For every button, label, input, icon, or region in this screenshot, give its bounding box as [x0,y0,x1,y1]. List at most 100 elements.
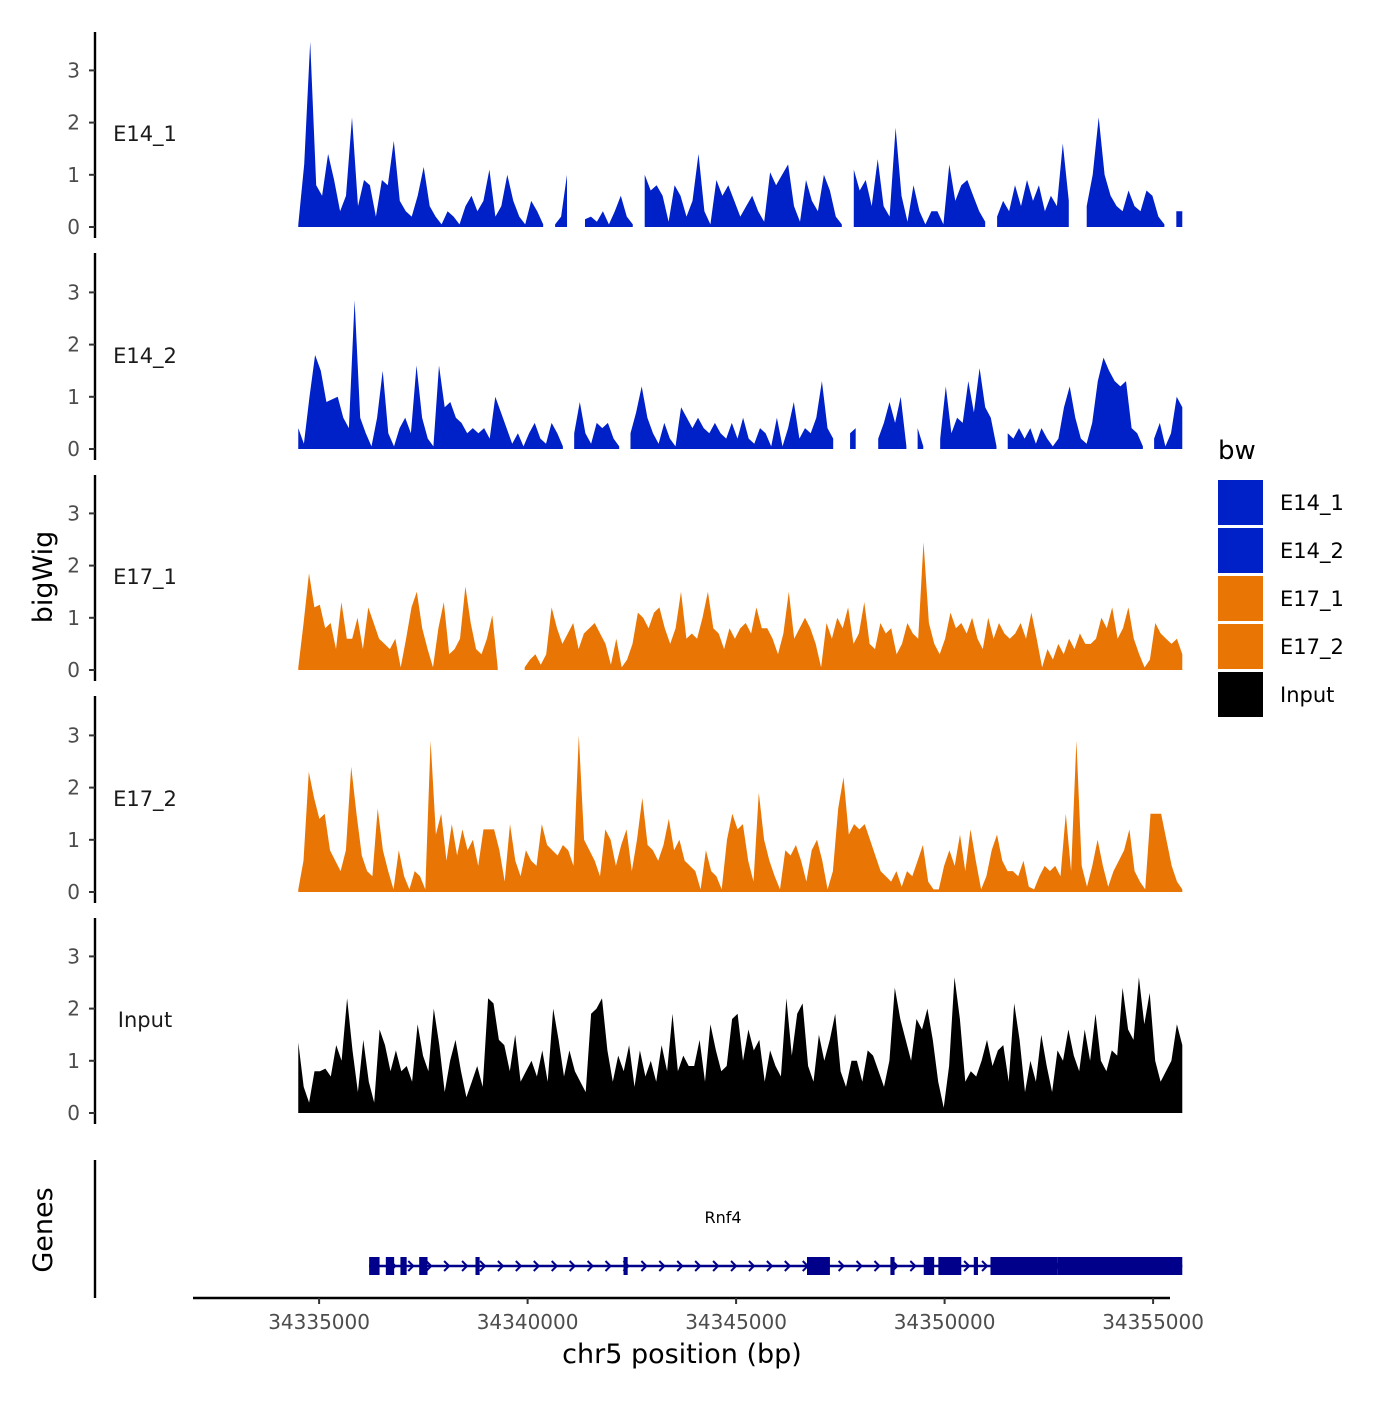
gene-exon [1057,1257,1183,1275]
x-tick-label: 34345000 [685,1310,787,1334]
y-tick-label: 3 [67,723,80,747]
y-tick-label: 3 [67,280,80,304]
gene-exon [923,1257,935,1275]
legend-label: Input [1280,683,1334,707]
y-tick-label: 1 [67,1049,80,1073]
strand-arrow [784,1260,792,1272]
y-tick-label: 3 [67,58,80,82]
x-axis: 34335000 34340000 34345000 34350000 34355000… [193,1296,1204,1370]
coverage-area [298,735,1183,892]
coverage-area [584,195,633,227]
gene-exon [385,1257,395,1275]
strand-arrow [981,1260,989,1272]
coverage-area [555,174,568,227]
coverage-area [1007,357,1143,449]
y-tick-label: 3 [67,944,80,968]
gene-exon [419,1257,428,1275]
y-tick-label: 0 [67,215,80,239]
coverage-area [1154,396,1183,449]
gene-exon [938,1257,962,1275]
y-tick-label: 1 [67,163,80,187]
x-axis-ticks: 34335000 34340000 34345000 34350000 34355000 [268,1298,1204,1334]
coverage-area [298,41,544,228]
y-tick-label: 0 [67,437,80,461]
legend-entries: E14_1 E14_2 E17_1 E17_2 Input [1218,480,1344,717]
gene-exon [623,1257,628,1275]
gene-exon [990,1257,1058,1275]
y-tick-label: 2 [67,111,80,135]
gene-exon [369,1257,380,1275]
coverage-area [630,381,834,449]
strand-arrow [515,1260,523,1272]
y-tick-label: 0 [67,658,80,682]
coverage-area [853,127,986,227]
coverage-area [1086,117,1165,227]
strand-arrow [461,1260,469,1272]
genes-track-title: Genes [28,1187,59,1272]
coverage-area [917,428,924,449]
track-E14_1: 0 1 2 3 E14_1 [67,32,1183,239]
legend-swatch [1218,528,1263,573]
y-tick-label: 1 [67,828,80,852]
track-E17_1: 0 1 2 3 E17_1 [67,475,1183,682]
strand-arrow [712,1260,720,1272]
coverage-area [850,428,856,449]
strand-arrow [586,1260,594,1272]
coverage-area [524,542,1183,670]
legend-swatch [1218,480,1263,525]
track-E17_2: 0 1 2 3 E17_2 [67,696,1183,904]
x-tick-label: 34355000 [1102,1310,1204,1334]
legend-title: bw [1218,436,1256,466]
legend-swatch [1218,624,1263,669]
track-Input: 0 1 2 3 Input [67,918,1183,1125]
legend-swatch [1218,576,1263,621]
strand-arrow [604,1260,612,1272]
gene-track: Genes Rnf4 [28,1160,1183,1298]
coverage-area [1176,211,1183,227]
strand-arrow [837,1260,846,1272]
coverage-area [940,368,997,449]
y-tick-label: 2 [67,333,80,357]
legend: bw E14_1 E14_2 E17_1 E17_2 Input [1218,436,1344,717]
y-tick-label: 2 [67,554,80,578]
strand-arrow [873,1260,881,1272]
y-tick-label: 0 [67,1101,80,1125]
x-tick-label: 34335000 [268,1310,370,1334]
y-tick-label: 0 [67,880,80,904]
gene-name-label: Rnf4 [704,1208,741,1227]
signal-tracks: 0 1 2 3 E14_1 0 1 2 3 E14_2 0 1 2 3 E17_1 0 1 2 3 E17_2 0 1 2 3… [67,32,1183,1125]
strand-arrow [730,1260,738,1272]
y-tick-label: 2 [67,776,80,800]
x-tick-label: 34350000 [894,1310,996,1334]
strand-arrow [479,1260,487,1272]
y-axis-title: bigWig [28,531,59,624]
track-label: E14_2 [113,344,177,369]
track-E14_2: 0 1 2 3 E14_2 [67,253,1183,461]
strand-arrow [497,1260,505,1272]
coverage-area [644,153,842,227]
track-label: E17_2 [113,787,177,812]
track-label: E17_1 [113,565,177,590]
gene-exon [400,1257,407,1275]
strand-arrow [425,1260,433,1272]
strand-arrow [550,1260,559,1272]
strand-arrow [658,1260,666,1272]
strand-arrow [855,1260,863,1272]
x-tick-label: 34340000 [477,1310,579,1334]
legend-label: E17_2 [1280,635,1344,660]
y-tick-label: 3 [67,501,80,525]
strand-arrow [909,1260,917,1272]
track-label: E14_1 [113,122,177,147]
strand-arrow [766,1260,774,1272]
legend-entry-E17_1: E17_1 [1218,576,1344,621]
strand-arrow [694,1260,702,1272]
strand-arrow [640,1260,648,1272]
strand-arrow [748,1260,756,1272]
strand-arrow [407,1260,415,1272]
gene-model [369,1257,1183,1275]
gene-exon [890,1257,895,1275]
y-tick-label: 1 [67,606,80,630]
gene-exon [475,1257,480,1275]
